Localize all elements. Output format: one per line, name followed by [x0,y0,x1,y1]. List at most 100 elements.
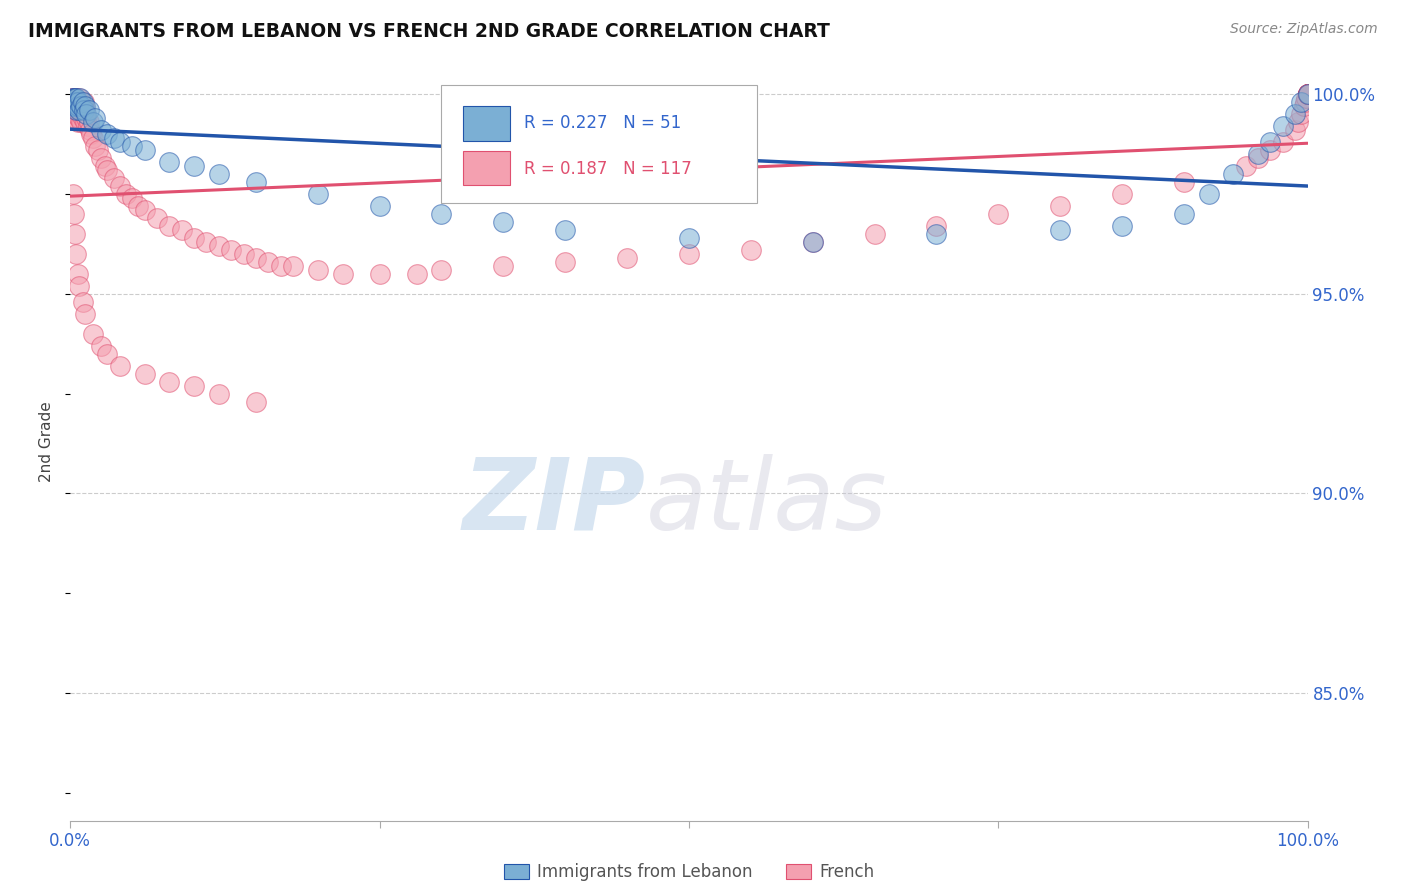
Point [232,247,254,261]
Point [75,107,97,121]
Point [65,103,87,118]
Point [67,91,90,105]
Point [62,91,84,105]
Point [60,91,83,105]
Point [1234,159,1257,173]
Point [157,155,180,169]
Point [134,143,156,157]
FancyBboxPatch shape [441,85,756,202]
Point [1296,87,1319,102]
Point [65,99,87,113]
Point [67,99,90,113]
Point [270,259,292,273]
Point [1296,87,1319,102]
Point [183,231,205,245]
Point [616,251,638,265]
Point [94,159,117,173]
Point [1284,123,1306,137]
Point [66,95,89,110]
Point [63,95,86,110]
Point [170,223,193,237]
Point [62,103,84,118]
Point [90,339,112,353]
Point [1049,223,1071,237]
Point [103,131,125,145]
Point [72,112,94,126]
Point [987,207,1010,221]
Point [76,120,98,134]
Point [96,347,118,361]
Point [1296,87,1319,102]
Point [69,107,91,121]
Point [801,235,824,249]
Point [740,243,762,257]
Point [73,107,96,121]
Text: atlas: atlas [645,454,887,550]
Point [72,95,94,110]
Point [82,115,104,129]
Point [108,359,131,373]
Point [208,386,231,401]
Text: Source: ZipAtlas.com: Source: ZipAtlas.com [1230,22,1378,37]
Point [208,167,231,181]
Point [492,259,515,273]
Point [1198,187,1220,202]
Point [1049,199,1071,213]
Point [183,159,205,173]
Point [66,267,89,281]
Point [127,199,149,213]
Point [66,99,89,113]
Point [62,95,84,110]
Point [79,123,101,137]
Point [84,112,107,126]
Point [90,151,112,165]
Point [430,207,453,221]
Point [368,199,391,213]
Point [75,307,97,321]
Point [1260,135,1282,149]
Point [73,95,96,110]
Text: IMMIGRANTS FROM LEBANON VS FRENCH 2ND GRADE CORRELATION CHART: IMMIGRANTS FROM LEBANON VS FRENCH 2ND GR… [28,22,830,41]
Point [1296,87,1319,102]
Point [82,326,104,341]
Point [405,267,427,281]
Point [430,263,453,277]
Point [108,179,131,194]
Point [219,243,242,257]
Point [208,239,231,253]
Point [368,267,391,281]
Point [69,91,91,105]
Point [1271,120,1294,134]
Point [1296,87,1319,102]
Point [67,112,90,126]
Point [65,227,87,241]
Text: R = 0.227   N = 51: R = 0.227 N = 51 [524,114,682,132]
Point [62,187,84,202]
Legend: Immigrants from Lebanon, French: Immigrants from Lebanon, French [496,857,882,888]
Point [75,99,97,113]
Point [65,103,87,118]
Point [1222,167,1244,181]
Point [492,215,515,229]
Point [67,103,90,118]
Point [66,115,89,129]
Point [863,227,886,241]
Point [84,139,107,153]
Point [1296,87,1319,102]
Point [1296,87,1319,102]
Point [1296,87,1319,102]
Point [63,91,86,105]
Point [257,255,280,269]
Point [90,123,112,137]
Point [75,112,97,126]
Point [183,378,205,392]
Bar [463,106,509,141]
Point [67,279,90,293]
Point [63,99,86,113]
Point [63,91,86,105]
Point [65,99,87,113]
Point [1295,91,1317,105]
Point [1260,143,1282,157]
Point [108,135,131,149]
Point [281,259,304,273]
